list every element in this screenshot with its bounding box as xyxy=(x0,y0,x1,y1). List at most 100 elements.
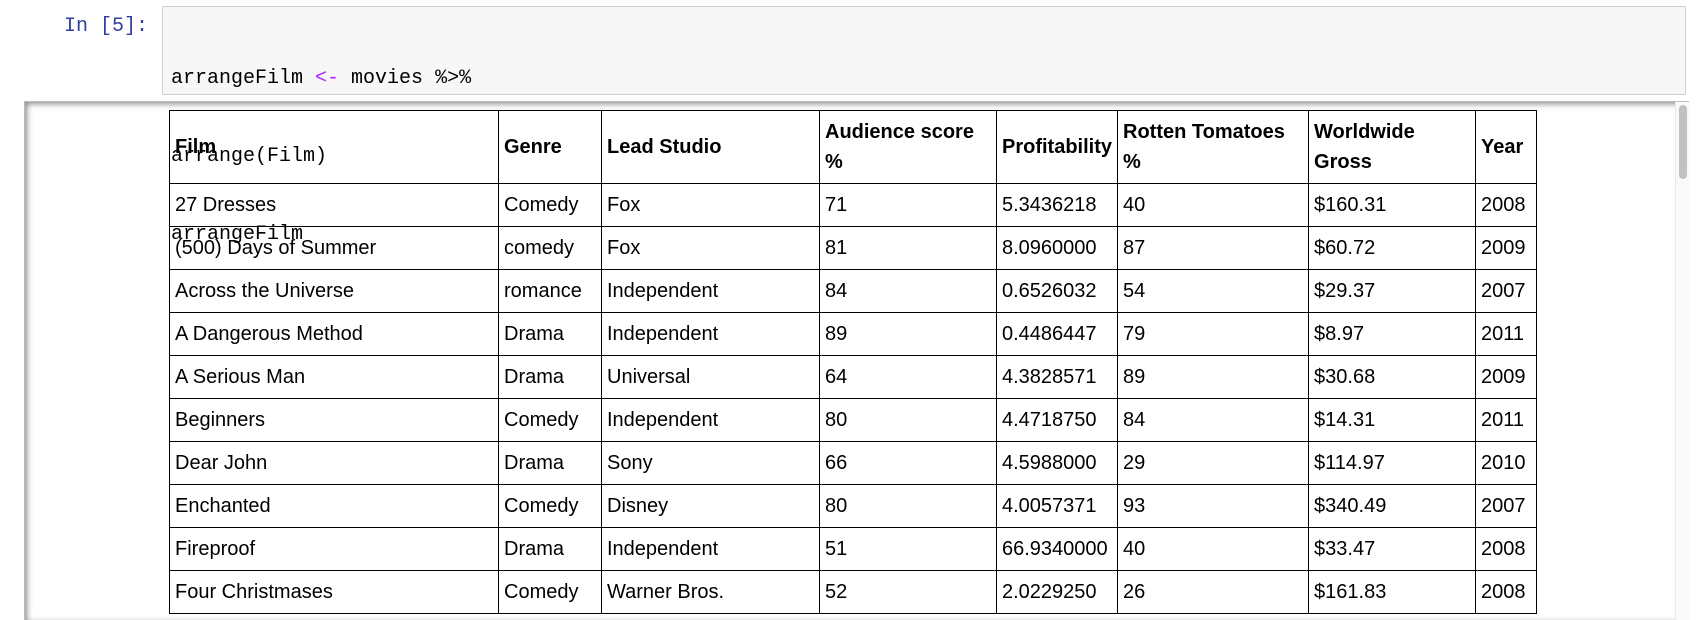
cell-year: 2007 xyxy=(1475,269,1538,313)
scrollbar-thumb[interactable] xyxy=(1679,105,1687,179)
cell-genre: romance xyxy=(498,269,602,313)
cell-rotten-tomatoes: 93 xyxy=(1117,484,1310,528)
cell-rotten-tomatoes: 54 xyxy=(1117,269,1310,313)
cell-worldwide-gross: $33.47 xyxy=(1308,527,1477,571)
cell-film: Enchanted xyxy=(169,484,499,528)
table-row: Four Christmases Comedy Warner Bros. 52 2.02… xyxy=(169,570,1538,614)
header-worldwide-gross: Worldwide Gross xyxy=(1308,110,1477,184)
cell-genre: Drama xyxy=(498,441,602,485)
cell-profitability: 0.4486447 xyxy=(995,312,1119,356)
header-rotten-tomatoes: Rotten Tomatoes % xyxy=(1117,110,1310,184)
cell-film: Across the Universe xyxy=(169,269,499,313)
cell-audience-score: 80 xyxy=(819,398,997,442)
table-row: Dear John Drama Sony 66 4.5988000 29 $114.97 20… xyxy=(169,441,1538,485)
cell-audience-score: 71 xyxy=(819,183,997,227)
table-row: A Serious Man Drama Universal 64 4.3828571 89… xyxy=(169,355,1538,399)
cell-film: 27 Dresses xyxy=(169,183,499,227)
cell-lead-studio: Sony xyxy=(601,441,820,485)
output-scrollbar[interactable] xyxy=(1675,102,1689,620)
header-year: Year xyxy=(1475,110,1538,184)
cell-worldwide-gross: $340.49 xyxy=(1308,484,1477,528)
cell-rotten-tomatoes: 40 xyxy=(1117,183,1310,227)
cell-worldwide-gross: $29.37 xyxy=(1308,269,1477,313)
cell-worldwide-gross: $30.68 xyxy=(1308,355,1477,399)
cell-profitability: 0.6526032 xyxy=(995,269,1119,313)
cell-profitability: 4.5988000 xyxy=(995,441,1119,485)
cell-rotten-tomatoes: 84 xyxy=(1117,398,1310,442)
dataframe-table: Film Genre Lead Studio Audience score % … xyxy=(169,110,1538,614)
cell-year: 2008 xyxy=(1475,183,1538,227)
header-film: Film xyxy=(169,110,499,184)
table-row: Enchanted Comedy Disney 80 4.0057371 93 $340.4… xyxy=(169,484,1538,528)
cell-film: Fireproof xyxy=(169,527,499,571)
cell-lead-studio: Independent xyxy=(601,398,820,442)
header-genre: Genre xyxy=(498,110,602,184)
cell-lead-studio: Fox xyxy=(601,183,820,227)
cell-film: (500) Days of Summer xyxy=(169,226,499,270)
cell-lead-studio: Independent xyxy=(601,527,820,571)
cell-profitability: 4.3828571 xyxy=(995,355,1119,399)
cell-genre: Comedy xyxy=(498,484,602,528)
cell-rotten-tomatoes: 29 xyxy=(1117,441,1310,485)
cell-genre: comedy xyxy=(498,226,602,270)
cell-profitability: 66.9340000 xyxy=(995,527,1119,571)
cell-worldwide-gross: $60.72 xyxy=(1308,226,1477,270)
table-row: 27 Dresses Comedy Fox 71 5.3436218 40 $160.31 2… xyxy=(169,183,1538,227)
table-row: (500) Days of Summer comedy Fox 81 8.0960000… xyxy=(169,226,1538,270)
cell-worldwide-gross: $160.31 xyxy=(1308,183,1477,227)
cell-audience-score: 89 xyxy=(819,312,997,356)
cell-year: 2011 xyxy=(1475,312,1538,356)
output-area[interactable]: Film Genre Lead Studio Audience score % … xyxy=(24,101,1689,620)
cell-genre: Drama xyxy=(498,312,602,356)
cell-audience-score: 52 xyxy=(819,570,997,614)
cell-rotten-tomatoes: 26 xyxy=(1117,570,1310,614)
cell-audience-score: 84 xyxy=(819,269,997,313)
table-body: 27 Dresses Comedy Fox 71 5.3436218 40 $160.31 2… xyxy=(169,183,1538,614)
input-prompt: In [5]: xyxy=(64,15,149,38)
assign-operator: <- xyxy=(315,67,340,90)
cell-profitability: 5.3436218 xyxy=(995,183,1119,227)
cell-genre: Drama xyxy=(498,355,602,399)
cell-film: Dear John xyxy=(169,441,499,485)
cell-worldwide-gross: $161.83 xyxy=(1308,570,1477,614)
header-profitability: Profitability xyxy=(995,110,1119,184)
cell-year: 2010 xyxy=(1475,441,1538,485)
table-row: Beginners Comedy Independent 80 4.4718750 84 $… xyxy=(169,398,1538,442)
cell-genre: Comedy xyxy=(498,570,602,614)
cell-year: 2009 xyxy=(1475,226,1538,270)
cell-audience-score: 66 xyxy=(819,441,997,485)
cell-film: A Dangerous Method xyxy=(169,312,499,356)
cell-film: Beginners xyxy=(169,398,499,442)
cell-rotten-tomatoes: 87 xyxy=(1117,226,1310,270)
cell-film: A Serious Man xyxy=(169,355,499,399)
cell-audience-score: 81 xyxy=(819,226,997,270)
cell-year: 2008 xyxy=(1475,527,1538,571)
table-row: Across the Universe romance Independent 84 0… xyxy=(169,269,1538,313)
code-token: movies %>% xyxy=(339,67,472,90)
cell-year: 2008 xyxy=(1475,570,1538,614)
cell-audience-score: 64 xyxy=(819,355,997,399)
cell-film: Four Christmases xyxy=(169,570,499,614)
cell-audience-score: 51 xyxy=(819,527,997,571)
cell-profitability: 2.0229250 xyxy=(995,570,1119,614)
code-line-1: arrangeFilm <- movies %>% xyxy=(171,66,1677,92)
table-header-row: Film Genre Lead Studio Audience score % … xyxy=(169,110,1538,184)
cell-worldwide-gross: $14.31 xyxy=(1308,398,1477,442)
cell-lead-studio: Fox xyxy=(601,226,820,270)
cell-year: 2007 xyxy=(1475,484,1538,528)
cell-lead-studio: Disney xyxy=(601,484,820,528)
header-lead-studio: Lead Studio xyxy=(601,110,820,184)
cell-rotten-tomatoes: 89 xyxy=(1117,355,1310,399)
cell-profitability: 4.4718750 xyxy=(995,398,1119,442)
cell-lead-studio: Independent xyxy=(601,312,820,356)
code-cell-editor[interactable]: arrangeFilm <- movies %>% arrange(Film) … xyxy=(162,6,1686,246)
cell-rotten-tomatoes: 40 xyxy=(1117,527,1310,571)
cell-profitability: 8.0960000 xyxy=(995,226,1119,270)
cell-rotten-tomatoes: 79 xyxy=(1117,312,1310,356)
cell-worldwide-gross: $114.97 xyxy=(1308,441,1477,485)
cell-lead-studio: Warner Bros. xyxy=(601,570,820,614)
cell-audience-score: 80 xyxy=(819,484,997,528)
cell-lead-studio: Universal xyxy=(601,355,820,399)
cell-lead-studio: Independent xyxy=(601,269,820,313)
table-row: A Dangerous Method Drama Independent 89 0.44… xyxy=(169,312,1538,356)
